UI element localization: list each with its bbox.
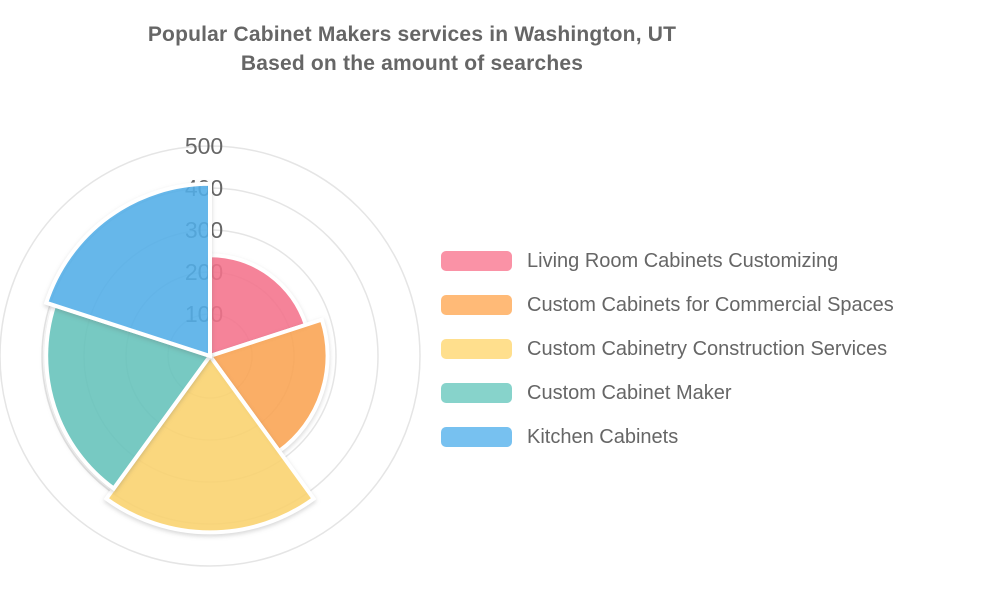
legend-label: Living Room Cabinets Customizing (527, 249, 839, 272)
wedge-custom-cabinetry-construction-services (103, 352, 317, 535)
legend-item: Custom Cabinetry Construction Services (441, 337, 894, 361)
gridline-circle (0, 145, 421, 567)
legend-item: Living Room Cabinets Customizing (441, 249, 894, 273)
wedge-kitchen-cabinets (43, 181, 212, 359)
legend-item: Custom Cabinet Maker (441, 381, 894, 405)
page-title: Popular Cabinet Makers services in Washi… (0, 20, 824, 78)
legend-label: Custom Cabinet Maker (527, 381, 732, 404)
legend-item: Custom Cabinets for Commercial Spaces (441, 293, 894, 317)
polar-wedges (43, 181, 330, 535)
chart-title-line1: Popular Cabinet Makers services in Washi… (147, 23, 677, 46)
wedge-custom-cabinet-maker (44, 302, 214, 492)
legend-label: Custom Cabinets for Commercial Spaces (527, 293, 894, 316)
legend-swatch-icon (441, 295, 512, 315)
chart-title-line2: Based on the amount of searches (240, 52, 584, 75)
legend-swatch-icon (441, 427, 512, 447)
legend-label: Custom Cabinetry Construction Services (527, 337, 888, 360)
legend-swatch-icon (441, 251, 512, 271)
legend-swatch-icon (441, 383, 512, 403)
axis-tick-label: 500 (185, 133, 223, 159)
legend-label: Kitchen Cabinets (527, 425, 679, 448)
wedge-custom-cabinets-for-commercial-spaces (206, 317, 330, 454)
legend-item: Kitchen Cabinets (441, 425, 894, 449)
legend-swatch-icon (441, 339, 512, 359)
chart-legend: Living Room Cabinets Customizing Custom … (441, 249, 894, 469)
